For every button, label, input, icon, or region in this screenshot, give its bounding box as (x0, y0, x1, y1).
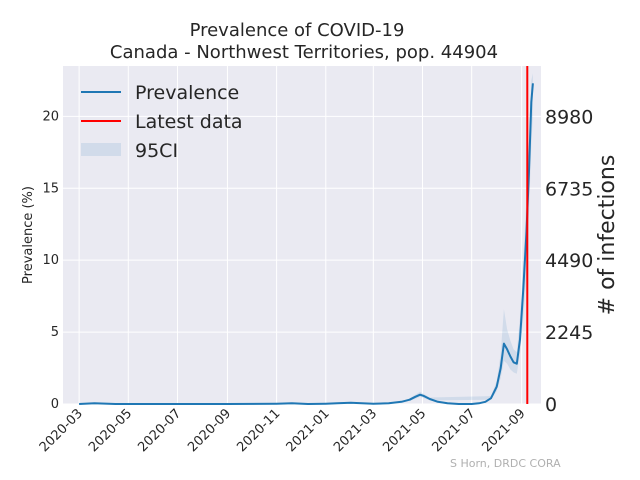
y-axis-ticks: 0 5 10 15 20 (42, 109, 59, 412)
right-tick-label: 8980 (545, 106, 593, 128)
legend-prevalence-label: Prevalence (135, 82, 239, 104)
x-tick-label: 2021-07 (430, 406, 479, 455)
x-tick-label: 2020-07 (135, 406, 184, 455)
x-tick-label: 2020-11 (234, 406, 283, 455)
x-tick-label: 2020-09 (185, 406, 234, 455)
credit-text: S Horn, DRDC CORA (450, 457, 561, 470)
right-axis-ticks: 0 2245 4490 6735 8980 (545, 106, 593, 416)
prevalence-line (79, 83, 534, 405)
x-tick-label: 2020-03 (37, 406, 86, 455)
legend-ci-label: 95CI (135, 140, 178, 162)
legend: Prevalence Latest data 95CI (81, 82, 243, 162)
chart-title-line1: Prevalence of COVID-19 (190, 20, 405, 41)
y-tick-label: 20 (42, 109, 59, 124)
chart-title-line2: Canada - Northwest Territories, pop. 449… (110, 42, 498, 63)
x-tick-label: 2021-03 (331, 406, 380, 455)
y-tick-label: 10 (42, 253, 59, 268)
x-tick-label: 2021-01 (284, 406, 333, 455)
right-tick-label: 4490 (545, 250, 593, 272)
y-tick-label: 0 (51, 397, 59, 412)
right-axis-label: # of infections (595, 155, 620, 316)
x-axis-ticks: 2020-03 2020-05 2020-07 2020-09 2020-11 2021-… (37, 406, 529, 455)
y-tick-label: 5 (51, 325, 59, 340)
right-tick-label: 6735 (545, 178, 593, 200)
right-tick-label: 0 (545, 394, 557, 416)
y-axis-label: Prevalence (%) (21, 186, 36, 284)
grid-lines (63, 66, 541, 405)
plot-area (63, 66, 541, 404)
x-tick-label: 2021-09 (480, 406, 529, 455)
legend-latest-label: Latest data (135, 111, 243, 133)
x-tick-label: 2021-05 (380, 406, 429, 455)
right-tick-label: 2245 (545, 322, 593, 344)
legend-ci-swatch (81, 143, 121, 156)
x-tick-label: 2020-05 (86, 406, 135, 455)
y-tick-label: 15 (42, 181, 59, 196)
prevalence-line-layer (79, 83, 534, 405)
